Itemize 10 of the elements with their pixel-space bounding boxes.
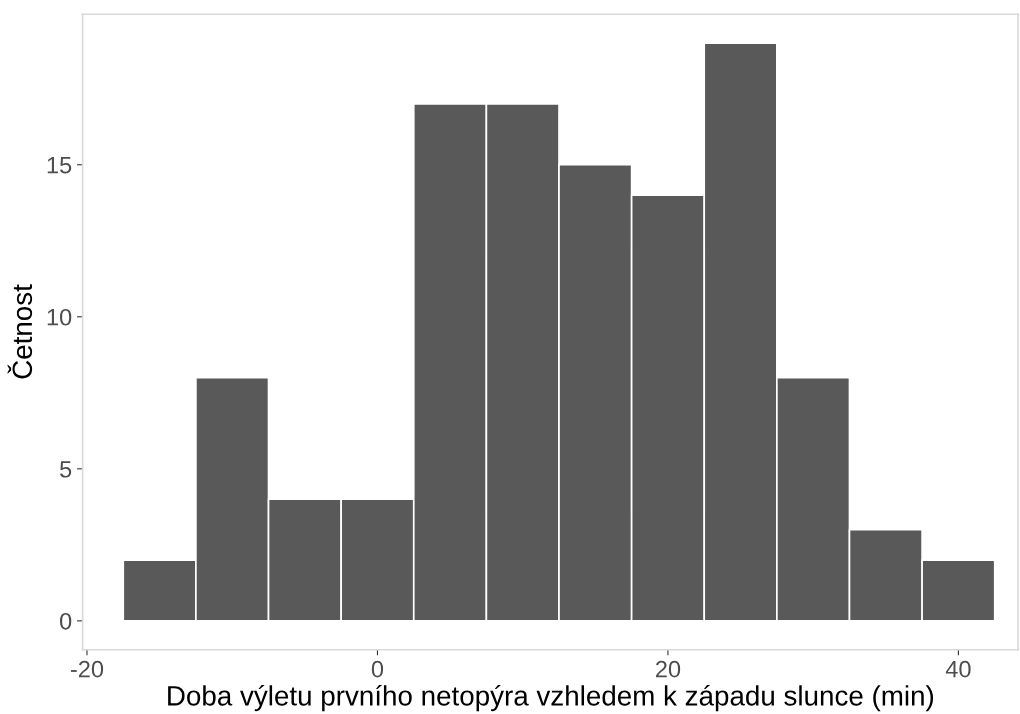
x-tick-label: 20 — [655, 660, 681, 678]
y-axis-title: Četnost — [7, 284, 33, 379]
x-axis-title: Doba výletu prvního netopýra vzhledem k západu slunce (min) — [168, 684, 934, 712]
y-tick-label: 0 — [60, 612, 72, 630]
y-tick-label: 5 — [60, 461, 72, 478]
x-tick-label: 40 — [945, 660, 971, 678]
x-tick-label: 0 — [371, 660, 384, 678]
y-tick-label: 15 — [47, 157, 72, 174]
y-tick-label: 10 — [47, 308, 72, 326]
x-tick-label: -20 — [70, 660, 104, 678]
